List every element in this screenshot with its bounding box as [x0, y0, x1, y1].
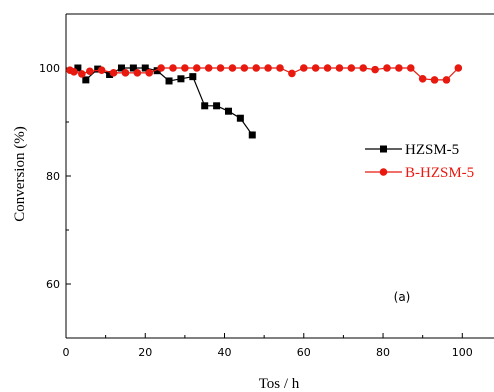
data-point — [323, 64, 332, 72]
data-point — [347, 64, 356, 72]
data-point — [264, 64, 272, 72]
data-point — [418, 75, 427, 83]
data-point — [406, 64, 415, 72]
legend-marker-b-hzsm5 — [379, 168, 388, 176]
series-line — [77, 67, 253, 136]
data-point — [335, 64, 344, 72]
x-tick-label: 0 — [63, 346, 70, 359]
data-point — [430, 76, 439, 84]
data-point — [240, 64, 249, 72]
data-point — [371, 65, 379, 74]
data-point — [204, 64, 213, 72]
data-point — [192, 64, 201, 72]
data-point — [82, 76, 90, 84]
data-point — [201, 102, 209, 110]
legend-label-hzsm5: HZSM-5 — [405, 142, 459, 158]
data-point — [153, 67, 161, 75]
x-tick-label: 100 — [452, 346, 473, 359]
x-tick-label: 40 — [218, 346, 232, 359]
legend-label-b-hzsm5: B-HZSM-5 — [405, 165, 474, 181]
data-point — [157, 64, 165, 72]
data-point — [129, 64, 137, 72]
panel-annotation: (a) — [394, 290, 411, 304]
data-point — [395, 64, 403, 72]
y-tick-label: 60 — [46, 278, 60, 291]
legend-marker-hzsm5 — [380, 145, 387, 153]
data-point — [189, 73, 197, 81]
data-point — [177, 75, 185, 83]
data-point — [97, 66, 106, 74]
data-point — [442, 76, 451, 84]
data-point — [311, 64, 320, 72]
data-point — [248, 131, 256, 139]
data-point — [117, 64, 125, 72]
data-point — [288, 69, 296, 78]
data-point — [169, 64, 177, 72]
data-point — [145, 69, 154, 77]
data-point — [133, 69, 142, 77]
data-point — [106, 70, 114, 78]
x-tick-label: 60 — [297, 346, 311, 359]
data-point — [141, 64, 149, 72]
legend-entry-b-hzsm5: B-HZSM-5 — [365, 165, 474, 181]
data-point — [359, 64, 368, 72]
data-point — [78, 70, 86, 78]
y-tick-label: 80 — [46, 170, 60, 183]
x-axis-ticks: 0 20 40 60 80 100 — [63, 333, 473, 359]
data-point — [299, 64, 308, 72]
x-tick-label: 20 — [138, 346, 152, 359]
data-point — [454, 64, 463, 72]
data-point — [94, 65, 102, 73]
series-hzsm-5 — [74, 64, 256, 139]
data-point — [121, 69, 130, 77]
data-point — [85, 67, 94, 76]
data-point — [213, 102, 221, 110]
data-point — [165, 77, 173, 85]
x-axis-title: Tos / h — [259, 376, 300, 392]
legend: HZSM-5 B-HZSM-5 — [365, 142, 474, 181]
data-point — [228, 64, 237, 72]
data-point — [224, 107, 232, 115]
data-point — [181, 64, 189, 72]
data-point — [383, 64, 391, 72]
y-tick-label: 100 — [39, 62, 60, 75]
data-point — [276, 64, 284, 72]
data-point — [236, 114, 244, 122]
x-tick-label: 80 — [376, 346, 390, 359]
y-axis-title: Conversion (%) — [12, 126, 28, 221]
data-point — [216, 64, 225, 72]
data-point — [74, 64, 82, 72]
legend-entry-hzsm5: HZSM-5 — [365, 142, 459, 158]
data-point — [109, 69, 118, 77]
data-point — [70, 67, 78, 76]
y-axis-ticks: 60 80 100 — [39, 13, 71, 291]
series-layer — [66, 64, 463, 139]
data-point — [252, 64, 261, 72]
series-b-hzsm-5 — [66, 64, 463, 84]
